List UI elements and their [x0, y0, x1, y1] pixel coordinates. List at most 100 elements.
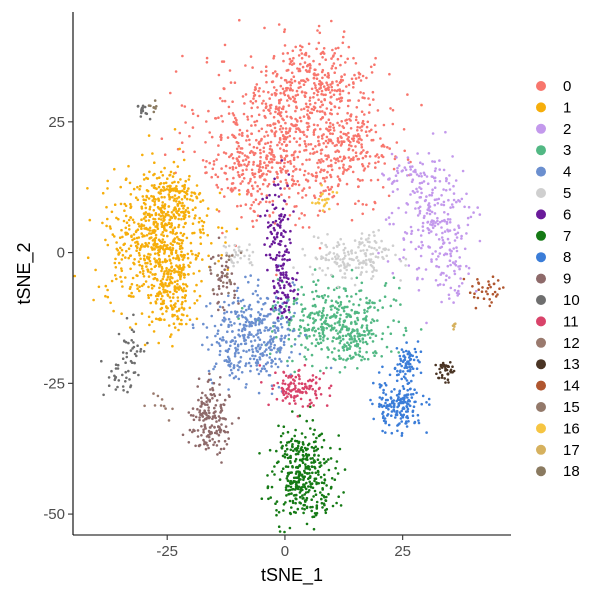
data-point	[283, 30, 286, 34]
data-point	[478, 213, 482, 216]
data-point	[278, 304, 282, 308]
data-point	[303, 169, 307, 173]
data-point	[474, 289, 478, 293]
data-point	[181, 189, 184, 193]
data-point	[202, 220, 206, 224]
data-point	[382, 123, 386, 127]
data-point	[119, 275, 122, 279]
data-point	[413, 400, 416, 404]
data-point	[266, 124, 269, 127]
data-point	[285, 89, 288, 92]
data-point	[293, 79, 297, 83]
data-point	[167, 284, 171, 287]
legend-label: 5	[563, 185, 571, 202]
data-point	[282, 379, 285, 383]
data-point	[370, 332, 374, 336]
data-point	[115, 241, 118, 244]
data-point	[420, 246, 423, 250]
data-point	[140, 232, 143, 235]
data-point	[334, 150, 337, 154]
data-point	[341, 337, 345, 341]
data-point	[210, 314, 213, 318]
data-point	[314, 445, 318, 449]
data-point	[341, 276, 344, 279]
data-point	[419, 234, 423, 237]
data-point	[94, 268, 97, 272]
data-point	[200, 279, 203, 283]
data-point	[438, 283, 442, 286]
data-point	[309, 143, 313, 146]
data-point	[208, 265, 212, 269]
data-point	[298, 143, 302, 147]
data-point	[263, 243, 266, 246]
data-point	[154, 272, 157, 276]
data-point	[207, 406, 210, 409]
data-point	[222, 338, 225, 342]
data-point	[146, 256, 149, 260]
data-point	[124, 204, 128, 208]
data-point	[346, 104, 350, 108]
data-point	[287, 308, 291, 312]
data-point	[304, 145, 308, 148]
data-point	[308, 316, 312, 320]
data-point	[114, 257, 117, 261]
data-point	[380, 144, 384, 148]
data-point	[261, 197, 264, 201]
data-point	[208, 302, 212, 305]
data-point	[388, 147, 392, 150]
data-point	[304, 53, 308, 57]
data-point	[466, 223, 470, 227]
data-point	[335, 80, 338, 83]
data-point	[269, 144, 272, 148]
data-point	[261, 352, 264, 355]
data-point	[171, 240, 175, 243]
data-point	[430, 210, 434, 214]
data-point	[304, 358, 308, 361]
data-point	[279, 317, 283, 321]
data-point	[284, 305, 288, 308]
data-point	[131, 218, 135, 222]
data-point	[221, 319, 225, 322]
data-point	[236, 343, 240, 347]
data-point	[298, 458, 302, 462]
data-point	[404, 372, 407, 376]
data-point	[248, 320, 251, 324]
data-point	[180, 322, 183, 326]
data-point	[320, 322, 324, 326]
data-point	[358, 339, 362, 343]
data-point	[223, 99, 227, 103]
data-point	[254, 354, 257, 358]
data-point	[277, 108, 281, 112]
data-point	[237, 416, 240, 420]
data-point	[467, 272, 470, 276]
data-point	[359, 91, 362, 94]
data-point	[181, 266, 185, 269]
data-point	[280, 130, 284, 134]
data-point	[346, 57, 350, 61]
data-point	[194, 415, 198, 419]
data-point	[176, 165, 180, 168]
data-point	[255, 119, 259, 123]
data-point	[450, 249, 453, 253]
data-point	[149, 271, 152, 274]
data-point	[313, 479, 316, 483]
data-point	[396, 424, 399, 427]
data-point	[282, 503, 286, 506]
data-point	[251, 66, 254, 69]
data-point	[330, 85, 334, 89]
data-point	[272, 115, 276, 119]
data-point	[244, 64, 247, 67]
data-point	[284, 127, 288, 130]
data-point	[249, 369, 252, 373]
data-point	[305, 453, 308, 457]
data-point	[288, 258, 291, 262]
data-point	[227, 394, 231, 397]
data-point	[396, 363, 400, 366]
data-point	[419, 328, 423, 331]
data-point	[188, 318, 192, 322]
data-point	[244, 342, 248, 345]
data-point	[330, 112, 334, 116]
data-point	[308, 103, 312, 106]
data-point	[114, 367, 118, 370]
data-point	[162, 299, 166, 303]
